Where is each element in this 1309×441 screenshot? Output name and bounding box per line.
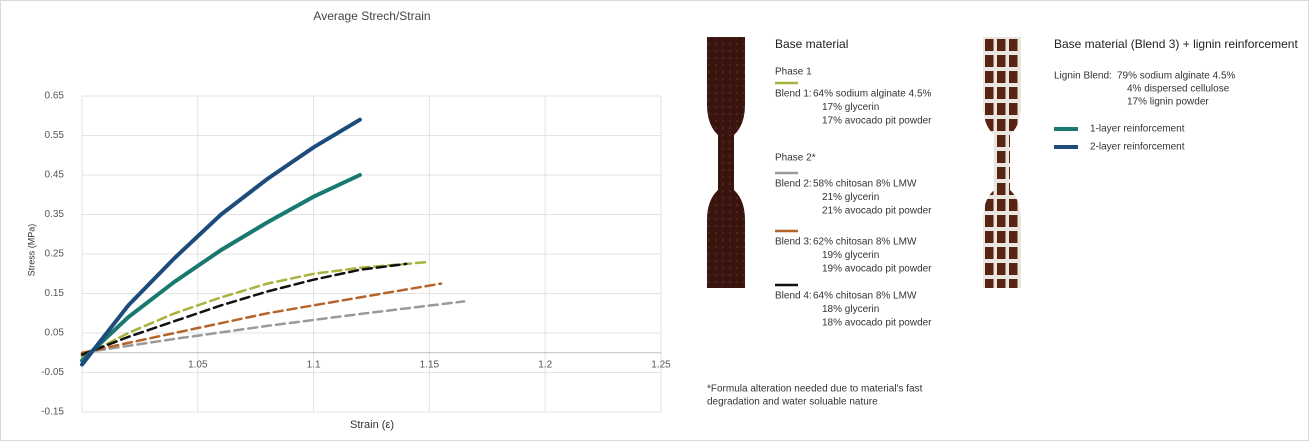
y-tick-label: 0.35 (45, 209, 65, 220)
composition-line: 58% chitosan 8% LMW (813, 179, 917, 190)
y-tick-label: 0.15 (45, 288, 65, 299)
x-tick-label: 1.15 (420, 359, 440, 370)
phase-label: Phase 2* (775, 153, 816, 164)
lignin-line: 79% sodium alginate 4.5% (1117, 71, 1236, 82)
x-tick-label: 1.2 (538, 359, 552, 370)
panel-title: Base material (Blend 3) + lignin reinfor… (1054, 37, 1298, 51)
y-tick-label: -0.05 (41, 367, 64, 378)
composition-line: 21% glycerin (822, 192, 879, 203)
footnote: degradation and water soluable nature (707, 397, 878, 408)
specimen-photo (707, 37, 745, 288)
figure: Average Strech/Strain Strain (ε) Stress … (0, 0, 1309, 441)
legend-label: 2-layer reinforcement (1090, 142, 1185, 153)
y-axis-label: Stress (MPa) (26, 224, 36, 277)
composition-line: 19% glycerin (822, 250, 879, 261)
legend-label: 1-layer reinforcement (1090, 124, 1185, 135)
panel-title: Base material (775, 37, 848, 51)
composition-line: 21% avocado pit powder (822, 206, 932, 217)
y-tick-label: 0.05 (45, 328, 65, 339)
lignin-line: 17% lignin powder (1127, 97, 1209, 108)
composition-line: 62% chitosan 8% LMW (813, 237, 917, 248)
composition-line: 18% avocado pit powder (822, 318, 932, 329)
composition-line: 64% chitosan 8% LMW (813, 291, 917, 302)
legend-label: Blend 1: (775, 89, 812, 100)
x-axis-label: Strain (ε) (350, 419, 394, 431)
footnote: *Formula alteration needed due to materi… (707, 384, 923, 395)
chart-title: Average Strech/Strain (313, 9, 430, 23)
reinforced-specimen-photo (983, 37, 1021, 288)
y-tick-label: 0.55 (45, 130, 65, 141)
composition-line: 18% glycerin (822, 304, 879, 315)
series-line (82, 120, 360, 365)
frame (1, 1, 1309, 441)
series-line (82, 264, 406, 355)
y-tick-label: -0.15 (41, 407, 64, 418)
lignin-label: Lignin Blend: (1054, 71, 1112, 82)
x-tick-label: 1.1 (307, 359, 321, 370)
legend-label: Blend 2: (775, 179, 812, 190)
y-tick-label: 0.65 (45, 91, 65, 102)
x-tick-label: 1.25 (651, 359, 671, 370)
legend-label: Blend 4: (775, 291, 812, 302)
y-tick-label: 0.45 (45, 170, 65, 181)
x-tick-label: 1.05 (188, 359, 208, 370)
page: {"chart_data": {"type": "line", "title":… (0, 0, 1309, 441)
composition-line: 17% avocado pit powder (822, 116, 932, 127)
lignin-line: 4% dispersed cellulose (1127, 84, 1230, 95)
series-line (82, 262, 429, 357)
phase-label: Phase 1 (775, 67, 812, 78)
legend-label: Blend 3: (775, 237, 812, 248)
composition-line: 17% glycerin (822, 102, 879, 113)
y-tick-label: 0.25 (45, 249, 65, 260)
composition-line: 64% sodium alginate 4.5% (813, 89, 932, 100)
composition-line: 19% avocado pit powder (822, 264, 932, 275)
